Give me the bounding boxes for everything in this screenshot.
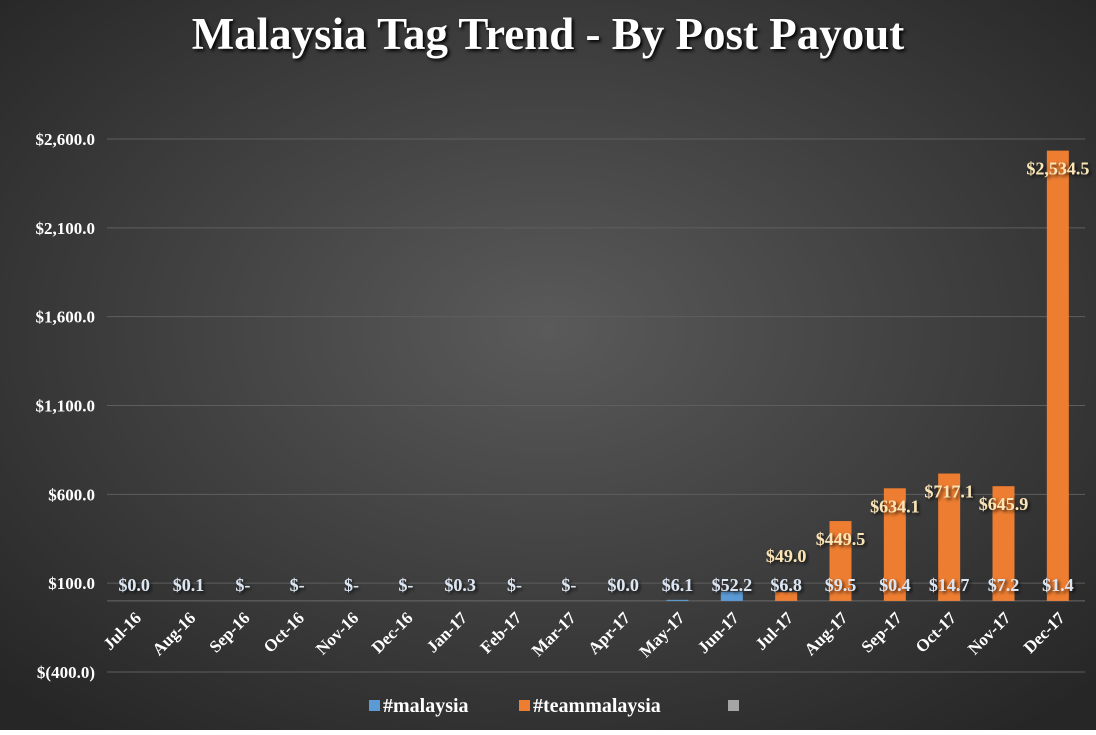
data-label: $6.8 (770, 575, 802, 595)
data-label: $- (344, 575, 359, 595)
y-tick-label: $1,100.0 (36, 397, 96, 416)
data-label: $1.4 (1042, 575, 1074, 595)
data-label: $52.2 (712, 575, 753, 595)
data-label: $449.5 (816, 529, 866, 549)
bar (1047, 151, 1069, 601)
data-label: $- (290, 575, 305, 595)
y-tick-label: $2,600.0 (36, 130, 96, 149)
data-label: $645.9 (979, 494, 1029, 514)
y-tick-label: $2,100.0 (36, 219, 96, 238)
legend-swatch-extra (728, 700, 739, 711)
data-label: $7.2 (988, 575, 1020, 595)
data-label: $- (561, 575, 576, 595)
data-label: $0.1 (173, 575, 205, 595)
data-label: $9.5 (825, 575, 857, 595)
bar (667, 600, 689, 601)
y-tick-label: $100.0 (48, 574, 95, 593)
data-label: $2,534.5 (1026, 159, 1089, 179)
y-tick-label: $(400.0) (37, 663, 95, 682)
data-label: $0.0 (607, 575, 639, 595)
title-box: Malaysia Tag Trend - By Post Payout (148, 8, 948, 128)
data-label: $- (398, 575, 413, 595)
data-label: $0.4 (879, 575, 911, 595)
data-label: $- (507, 575, 522, 595)
chart-title: Malaysia Tag Trend - By Post Payout (148, 8, 948, 60)
data-label: $- (235, 575, 250, 595)
legend-label: #teammalaysia (533, 695, 661, 717)
y-tick-label: $1,600.0 (36, 308, 96, 327)
data-label: $0.3 (444, 575, 476, 595)
data-label: $634.1 (870, 496, 920, 516)
data-label: $49.0 (766, 546, 807, 566)
data-label: $717.1 (924, 482, 974, 502)
data-label: $14.7 (929, 575, 970, 595)
legend-swatch (519, 700, 530, 711)
y-tick-label: $600.0 (48, 485, 95, 504)
data-label: $0.0 (118, 575, 150, 595)
legend-label: #malaysia (383, 695, 469, 717)
data-label: $6.1 (662, 575, 694, 595)
legend-swatch (369, 700, 380, 711)
